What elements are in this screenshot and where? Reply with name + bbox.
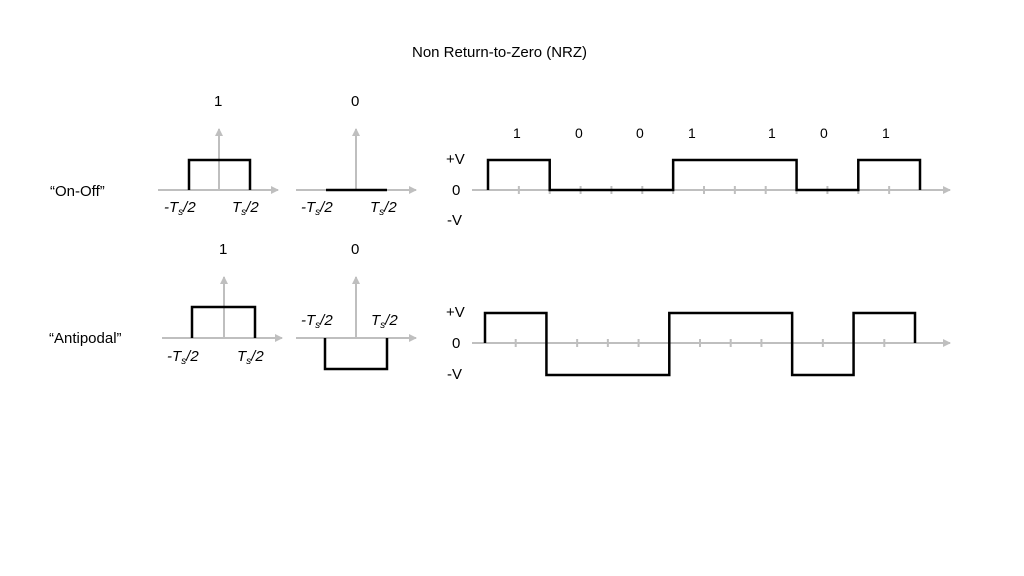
neg-sign: - [167,348,172,365]
onoff-pulse-zero-neg-half-period: -Ts/2 [301,199,333,218]
t-subscript: s [380,320,386,331]
bit-label: 0 [636,125,644,141]
t-symbol: T [371,312,381,329]
half-suffix: /2 [384,199,397,216]
antipodal-pulse-zero-pos-half-period: Ts/2 [371,312,398,331]
onoff-pulse-zero [296,128,417,194]
antipodal-row-label: “Antipodal” [49,330,122,347]
bit-label: 1 [882,125,890,141]
onoff-level-minus-label: -V [447,212,462,229]
onoff-level-zero-label: 0 [452,182,461,199]
onoff-pulse-one-pos-half-period: Ts/2 [232,199,259,218]
antipodal-pulse-zero-shape [323,338,389,371]
onoff-pulse-one-neg-half-period: -Ts/2 [164,199,196,218]
diagram-title: Non Return-to-Zero (NRZ) [412,44,588,61]
antipodal-pulse-zero-neg-half-period: -Ts/2 [301,312,333,331]
half-suffix: /2 [320,312,333,329]
bit-label: 1 [768,125,776,141]
antipodal-pulse-one-pos-half-period: Ts/2 [237,348,264,367]
t-subscript: s [379,207,385,218]
t-symbol: T [172,348,182,365]
bit-label: 0 [820,125,828,141]
onoff-waveform [486,158,922,192]
bit-label: 1 [688,125,696,141]
t-subscript: s [241,207,247,218]
antipodal-pulse-one-neg-half-period: -Ts/2 [167,348,199,367]
t-symbol: T [232,199,242,216]
antipodal-pulse-one-bit-label: 1 [219,241,228,258]
half-suffix: /2 [251,348,264,365]
onoff-row-label: “On-Off” [50,183,105,200]
t-symbol: T [306,199,316,216]
bit-label: 0 [575,125,583,141]
onoff-level-plus-label: +V [446,151,465,168]
antipodal-level-minus-label: -V [447,366,462,383]
antipodal-waveform [483,311,917,377]
t-subscript: s [178,207,184,218]
t-subscript: s [246,356,252,367]
bit-label: 1 [513,125,521,141]
neg-sign: - [301,199,306,216]
onoff-pulse-zero-bit-label: 0 [351,93,360,110]
onoff-pulse-one-shape [187,158,252,190]
antipodal-pulse-zero-bit-label: 0 [351,241,360,258]
half-suffix: /2 [320,199,333,216]
t-subscript: s [315,320,321,331]
antipodal-pulse-one [162,276,283,342]
antipodal-waveform-plot [472,311,951,377]
onoff-pulse-one-bit-label: 1 [214,93,223,110]
half-suffix: /2 [246,199,259,216]
half-suffix: /2 [385,312,398,329]
t-symbol: T [370,199,380,216]
onoff-pulse-one [158,128,279,194]
half-suffix: /2 [186,348,199,365]
t-subscript: s [181,356,187,367]
antipodal-level-plus-label: +V [446,304,465,321]
antipodal-pulse-one-shape [190,305,257,338]
neg-sign: - [301,312,306,329]
t-symbol: T [306,312,316,329]
onoff-waveform-plot [472,158,951,194]
neg-sign: - [164,199,169,216]
t-subscript: s [315,207,321,218]
antipodal-level-zero-label: 0 [452,335,461,352]
half-suffix: /2 [183,199,196,216]
t-symbol: T [169,199,179,216]
onoff-pulse-zero-pos-half-period: Ts/2 [370,199,397,218]
t-symbol: T [237,348,247,365]
antipodal-pulse-zero [296,276,417,371]
